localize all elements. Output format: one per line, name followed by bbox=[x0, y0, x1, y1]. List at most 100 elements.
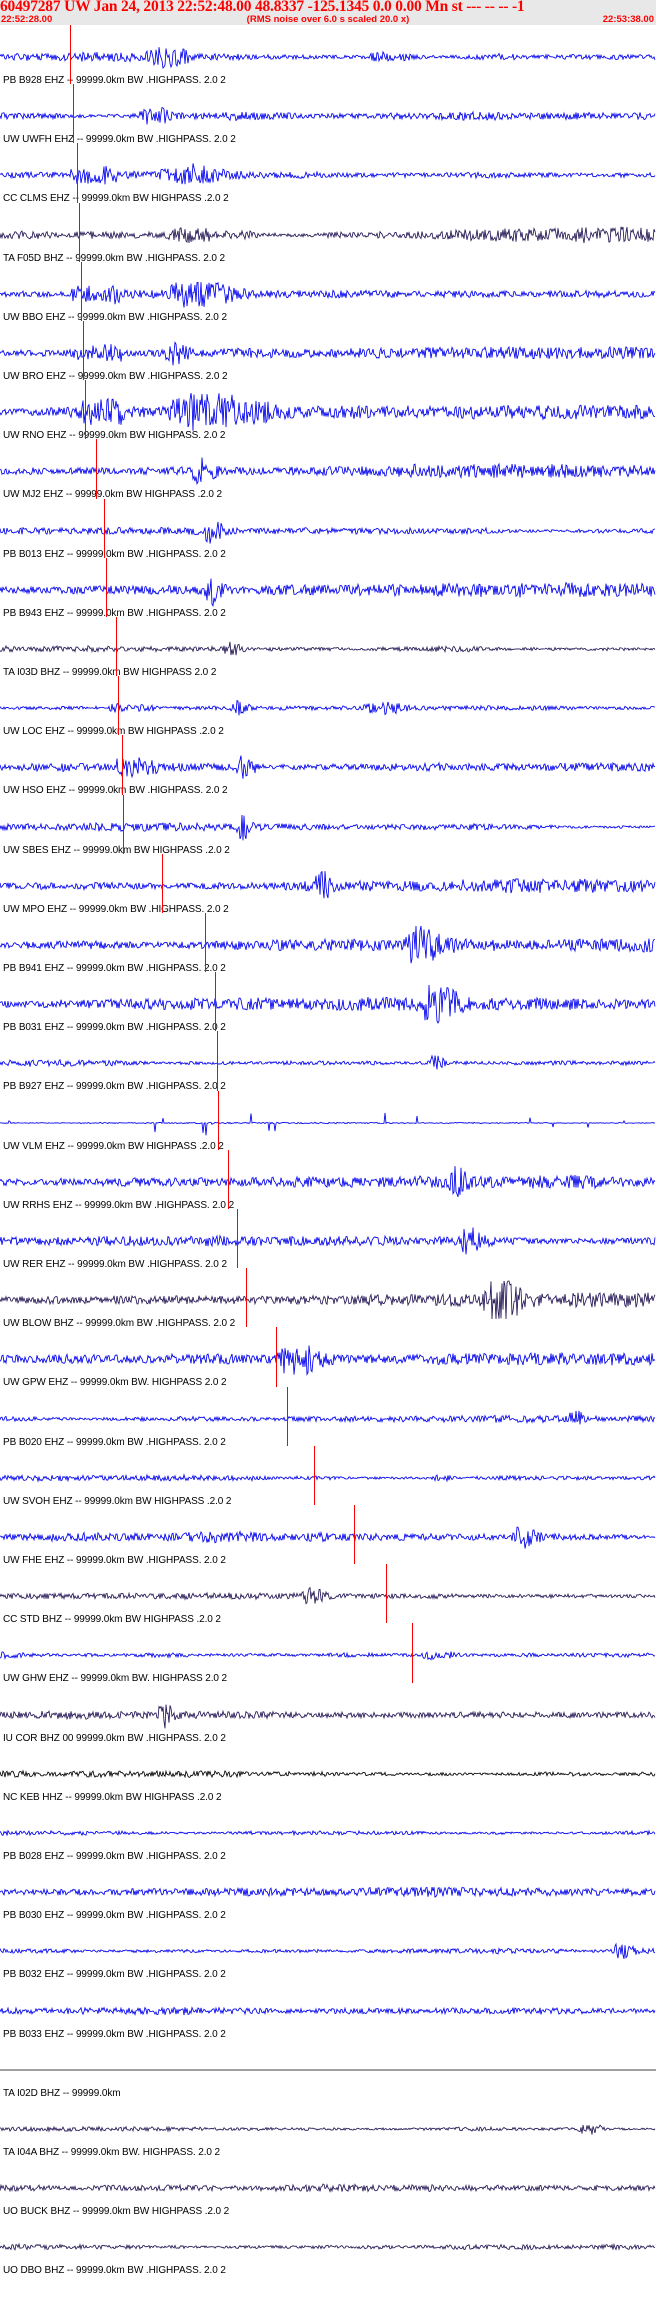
trace-label: UW BLOW BHZ -- 99999.0km BW .HIGHPASS. 2… bbox=[3, 1318, 236, 1328]
trace-label: CC STD BHZ -- 99999.0km BW HIGHPASS .2.0… bbox=[3, 1614, 221, 1624]
trace-row[interactable]: PB B033 EHZ -- 99999.0km BW .HIGHPASS. 2… bbox=[0, 1979, 656, 2038]
pick-line[interactable] bbox=[227, 1149, 229, 1209]
pick-line[interactable] bbox=[385, 1564, 387, 1624]
trace-row[interactable]: PB B927 EHZ -- 99999.0km BW .HIGHPASS. 2… bbox=[0, 1031, 656, 1091]
event-header: 60497287 UW Jan 24, 2013 22:52:48.00 48.… bbox=[0, 0, 656, 25]
pick-line[interactable] bbox=[353, 1505, 355, 1565]
trace-row[interactable]: TA I02D BHZ -- 99999.0km22:53 bbox=[0, 2038, 656, 2097]
trace-label: UW SVOH EHZ -- 99999.0km BW HIGHPASS .2.… bbox=[3, 1495, 232, 1505]
window-start-time: 22:52:28.00 bbox=[1, 14, 53, 25]
pick-line[interactable] bbox=[123, 794, 125, 854]
trace-row[interactable]: UW MPO EHZ -- 99999.0km BW .HIGHPASS. 2.… bbox=[0, 853, 656, 913]
pick-line[interactable] bbox=[73, 84, 75, 144]
trace-row[interactable]: UW RRHS EHZ -- 99999.0km BW .HIGHPASS. 2… bbox=[0, 1149, 656, 1209]
trace-row[interactable]: TA F05D BHZ -- 99999.0km BW .HIGHPASS. 2… bbox=[0, 202, 656, 262]
pick-line[interactable] bbox=[70, 25, 72, 85]
pick-line[interactable] bbox=[237, 1209, 239, 1269]
trace-row[interactable]: IU COR BHZ 00 99999.0km BW .HIGHPASS. 2.… bbox=[0, 1683, 656, 1742]
trace-label: PB B033 EHZ -- 99999.0km BW .HIGHPASS. 2… bbox=[3, 2028, 226, 2038]
trace-label: PB B028 EHZ -- 99999.0km BW .HIGHPASS. 2… bbox=[3, 1851, 226, 1861]
trace-row[interactable]: UW VLM EHZ -- 99999.0km BW HIGHPASS .2.0… bbox=[0, 1090, 656, 1150]
trace-row[interactable]: PB B031 EHZ -- 99999.0km BW .HIGHPASS. 2… bbox=[0, 972, 656, 1032]
trace-label: UW BRO EHZ -- 99999.0km BW .HIGHPASS. 2.… bbox=[3, 371, 228, 381]
waveform bbox=[0, 1103, 656, 1143]
trace-label: TA F05D BHZ -- 99999.0km BW .HIGHPASS. 2… bbox=[3, 252, 225, 262]
pick-line[interactable] bbox=[218, 1090, 220, 1150]
trace-row[interactable]: UW BRO EHZ -- 99999.0km BW .HIGHPASS. 2.… bbox=[0, 321, 656, 381]
pick-line[interactable] bbox=[215, 972, 217, 1032]
event-header-line1: 60497287 UW Jan 24, 2013 22:52:48.00 48.… bbox=[0, 0, 525, 15]
trace-row[interactable]: PB B030 EHZ -- 99999.0km BW .HIGHPASS. 2… bbox=[0, 1860, 656, 1919]
waveform bbox=[0, 2109, 656, 2149]
trace-row[interactable]: UW MJ2 EHZ -- 99999.0km BW HIGHPASS .2.0… bbox=[0, 439, 656, 499]
pick-line[interactable] bbox=[104, 498, 106, 558]
trace-label: UW BBO EHZ -- 99999.0km BW .HIGHPASS. 2.… bbox=[3, 311, 227, 321]
trace-label: NC KEB HHZ -- 99999.0km BW HIGHPASS .2.0… bbox=[3, 1791, 222, 1801]
trace-row[interactable]: PB B020 EHZ -- 99999.0km BW .HIGHPASS. 2… bbox=[0, 1386, 656, 1446]
trace-stack: PB B928 EHZ -- 99999.0km BW .HIGHPASS. 2… bbox=[0, 25, 656, 2318]
pick-line[interactable] bbox=[85, 380, 87, 440]
pick-line[interactable] bbox=[105, 557, 107, 617]
trace-row[interactable]: NC KEB HHZ -- 99999.0km BW HIGHPASS .2.0… bbox=[0, 1742, 656, 1801]
trace-row[interactable]: PB B028 EHZ -- 99999.0km BW .HIGHPASS. 2… bbox=[0, 1801, 656, 1860]
waveform bbox=[0, 1576, 656, 1616]
trace-label: UW LOC EHZ -- 99999.0km BW HIGHPASS .2.0… bbox=[3, 726, 224, 736]
trace-row[interactable]: PB B941 EHZ -- 99999.0km BW .HIGHPASS. 2… bbox=[0, 913, 656, 973]
pick-line[interactable] bbox=[83, 321, 85, 381]
trace-row[interactable]: UW GHW EHZ -- 99999.0km BW. HIGHPASS 2.0… bbox=[0, 1623, 656, 1683]
pick-line[interactable] bbox=[411, 1623, 413, 1683]
pick-line[interactable] bbox=[287, 1386, 289, 1446]
trace-row[interactable]: UW SVOH EHZ -- 99999.0km BW HIGHPASS .2.… bbox=[0, 1445, 656, 1505]
pick-line[interactable] bbox=[81, 261, 83, 321]
trace-label: PB B013 EHZ -- 99999.0km BW .HIGHPASS. 2… bbox=[3, 548, 226, 558]
waveform bbox=[0, 570, 656, 610]
pick-line[interactable] bbox=[162, 853, 164, 913]
trace-row[interactable]: UW SBES EHZ -- 99999.0km BW HIGHPASS .2.… bbox=[0, 794, 656, 854]
trace-row[interactable]: CC STD BHZ -- 99999.0km BW HIGHPASS .2.0… bbox=[0, 1564, 656, 1624]
trace-row[interactable]: TA I04A BHZ -- 99999.0km BW. HIGHPASS. 2… bbox=[0, 2097, 656, 2156]
trace-label: UW MPO EHZ -- 99999.0km BW .HIGHPASS. 2.… bbox=[3, 903, 229, 913]
pick-line[interactable] bbox=[77, 143, 79, 203]
waveform bbox=[0, 1695, 656, 1735]
trace-row[interactable]: UW RER EHZ -- 99999.0km BW .HIGHPASS. 2.… bbox=[0, 1209, 656, 1269]
trace-row[interactable]: UO BUCK BHZ -- 99999.0km BW HIGHPASS .2.… bbox=[0, 2156, 656, 2215]
trace-label: PB B030 EHZ -- 99999.0km BW .HIGHPASS. 2… bbox=[3, 1910, 226, 1920]
pick-line[interactable] bbox=[314, 1445, 316, 1505]
trace-row[interactable]: UW HSO EHZ -- 99999.0km BW .HIGHPASS. 2.… bbox=[0, 735, 656, 795]
pick-line[interactable] bbox=[204, 913, 206, 973]
trace-label: PB B032 EHZ -- 99999.0km BW .HIGHPASS. 2… bbox=[3, 1969, 226, 1979]
trace-row[interactable]: PB B013 EHZ -- 99999.0km BW .HIGHPASS. 2… bbox=[0, 498, 656, 558]
pick-line[interactable] bbox=[217, 1031, 219, 1091]
trace-row[interactable]: PB B928 EHZ -- 99999.0km BW .HIGHPASS. 2… bbox=[0, 25, 656, 85]
waveform bbox=[0, 1872, 656, 1912]
pick-line[interactable] bbox=[116, 617, 118, 677]
trace-row[interactable]: UW BLOW BHZ -- 99999.0km BW .HIGHPASS. 2… bbox=[0, 1268, 656, 1328]
pick-line[interactable] bbox=[79, 202, 81, 262]
waveform bbox=[0, 1043, 656, 1083]
trace-row[interactable]: UW FHE EHZ -- 99999.0km BW .HIGHPASS. 2.… bbox=[0, 1505, 656, 1565]
waveform bbox=[0, 333, 656, 373]
trace-row[interactable]: PB B943 EHZ -- 99999.0km BW .HIGHPASS. 2… bbox=[0, 557, 656, 617]
trace-row[interactable]: UW LOC EHZ -- 99999.0km BW HIGHPASS .2.0… bbox=[0, 676, 656, 736]
waveform bbox=[0, 1931, 656, 1971]
pick-line[interactable] bbox=[276, 1327, 278, 1387]
trace-row[interactable]: PB B032 EHZ -- 99999.0km BW .HIGHPASS. 2… bbox=[0, 1919, 656, 1979]
trace-label: UW HSO EHZ -- 99999.0km BW .HIGHPASS. 2.… bbox=[3, 785, 228, 795]
trace-row[interactable]: TA I03D BHZ -- 99999.0km BW HIGHPASS 2.0… bbox=[0, 617, 656, 677]
trace-label: PB B943 EHZ -- 99999.0km BW .HIGHPASS. 2… bbox=[3, 607, 226, 617]
pick-line[interactable] bbox=[118, 676, 120, 736]
trace-row[interactable]: UW UWFH EHZ -- 99999.0km BW .HIGHPASS. 2… bbox=[0, 84, 656, 144]
trace-label: TA I04A BHZ -- 99999.0km BW. HIGHPASS. 2… bbox=[3, 2147, 220, 2157]
trace-row[interactable]: UW RNO EHZ -- 99999.0km BW HIGHPASS. 2.0… bbox=[0, 380, 656, 440]
pick-line[interactable] bbox=[246, 1268, 247, 1328]
event-header-line2: 22:52:28.00 (RMS noise over 6.0 s scaled… bbox=[0, 14, 656, 25]
pick-line[interactable] bbox=[95, 439, 97, 499]
trace-row[interactable]: UW GPW EHZ -- 99999.0km BW. HIGHPASS 2.0… bbox=[0, 1327, 656, 1387]
pick-line[interactable] bbox=[122, 735, 124, 795]
trace-label: UW FHE EHZ -- 99999.0km BW .HIGHPASS. 2.… bbox=[3, 1555, 226, 1565]
trace-row[interactable]: UW BBO EHZ -- 99999.0km BW .HIGHPASS. 2.… bbox=[0, 261, 656, 321]
trace-row[interactable]: CC CLMS EHZ -- 99999.0km BW HIGHPASS .2.… bbox=[0, 143, 656, 203]
waveform bbox=[0, 2168, 656, 2208]
trace-row[interactable]: UO DBO BHZ -- 99999.0km BW .HIGHPASS. 2.… bbox=[0, 2215, 656, 2275]
trace-label: UO DBO BHZ -- 99999.0km BW .HIGHPASS. 2.… bbox=[3, 2265, 226, 2275]
